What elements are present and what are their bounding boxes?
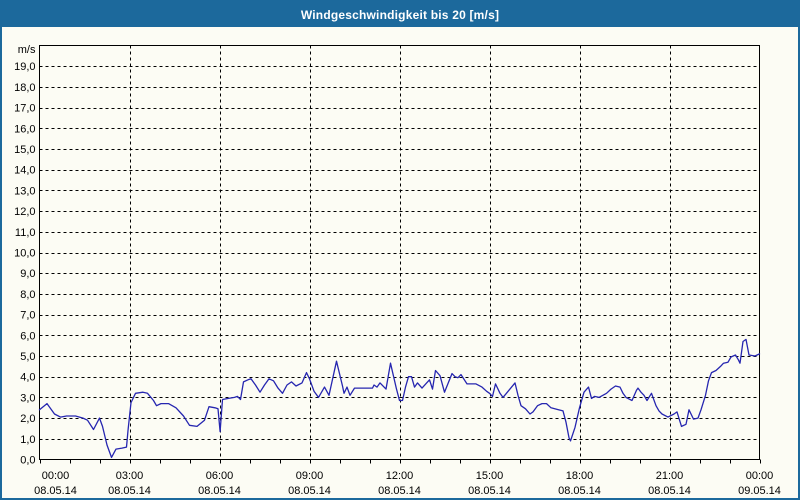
x-tick-time-label: 00:00 xyxy=(746,470,774,482)
x-tick-time-label: 21:00 xyxy=(656,470,684,482)
y-tick-label: 15,0 xyxy=(14,144,35,156)
y-tick-label: 2,0 xyxy=(20,413,35,425)
y-tick-label: 8,0 xyxy=(20,289,35,301)
chart-titlebar: Windgeschwindigkeit bis 20 [m/s] xyxy=(2,2,798,27)
y-tick-label: 9,0 xyxy=(20,268,35,280)
x-tick-date-label: 09.05.14 xyxy=(738,485,781,497)
y-tick-label: 1,0 xyxy=(20,434,35,446)
x-tick-date-label: 08.05.14 xyxy=(468,485,511,497)
chart-title: Windgeschwindigkeit bis 20 [m/s] xyxy=(300,7,500,22)
x-tick-date-label: 08.05.14 xyxy=(288,485,331,497)
x-tick-time-label: 09:00 xyxy=(296,470,324,482)
x-tick-time-label: 18:00 xyxy=(566,470,594,482)
x-tick-time-label: 06:00 xyxy=(206,470,234,482)
y-tick-label: 0,0 xyxy=(20,455,35,467)
y-axis-unit-label: m/s xyxy=(18,44,36,56)
x-tick-date-label: 08.05.14 xyxy=(34,485,77,497)
y-tick-label: 10,0 xyxy=(14,248,35,260)
wind-speed-line xyxy=(38,338,761,459)
x-tick-date-label: 08.05.14 xyxy=(378,485,421,497)
x-tick-date-label: 08.05.14 xyxy=(558,485,601,497)
x-tick-date-label: 08.05.14 xyxy=(108,485,151,497)
y-tick-label: 12,0 xyxy=(14,206,35,218)
y-tick-label: 6,0 xyxy=(20,330,35,342)
y-tick-label: 13,0 xyxy=(14,185,35,197)
plot-border xyxy=(39,45,760,460)
x-tick-time-label: 15:00 xyxy=(476,470,504,482)
y-tick-label: 17,0 xyxy=(14,103,35,115)
y-tick-label: 7,0 xyxy=(20,310,35,322)
y-tick-label: 18,0 xyxy=(14,82,35,94)
x-tick-date-label: 08.05.14 xyxy=(198,485,241,497)
x-tick-date-label: 08.05.14 xyxy=(648,485,691,497)
y-tick-label: 16,0 xyxy=(14,123,35,135)
y-tick-label: 3,0 xyxy=(20,392,35,404)
wind-speed-chart: 19,0 18,0 17,0 16,0 15,0 14,0 13,0 12,0 11,0 10,0… xyxy=(14,44,781,497)
y-tick-label: 5,0 xyxy=(20,351,35,363)
x-tick-time-label: 03:00 xyxy=(116,470,144,482)
chart-area: 19,0 18,0 17,0 16,0 15,0 14,0 13,0 12,0 11,0 10,0… xyxy=(2,27,798,498)
y-tick-label: 11,0 xyxy=(15,227,36,239)
x-tick-time-label: 00:00 xyxy=(42,470,70,482)
x-tick-time-label: 12:00 xyxy=(386,470,414,482)
y-tick-label: 19,0 xyxy=(14,61,35,73)
y-tick-label: 4,0 xyxy=(20,372,35,384)
y-tick-label: 14,0 xyxy=(14,165,35,177)
